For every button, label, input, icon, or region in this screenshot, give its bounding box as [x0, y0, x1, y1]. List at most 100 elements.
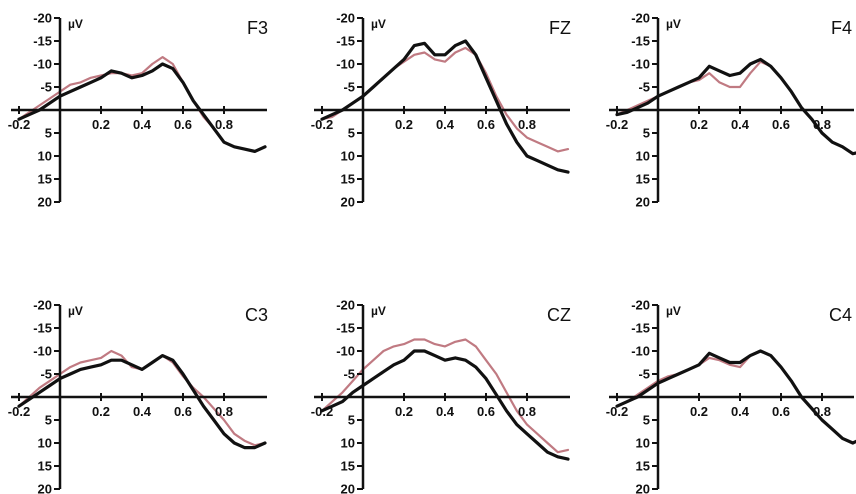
x-tick-label: 0.4 [133, 404, 152, 419]
x-tick-label: 0.4 [133, 117, 152, 132]
x-tick-label: 0.2 [92, 117, 110, 132]
x-tick-label: 0.4 [436, 117, 455, 132]
y-tick-label: 15 [341, 172, 355, 187]
y-tick-label: -20 [336, 11, 355, 26]
x-tick-label: 0.8 [813, 117, 831, 132]
y-tick-label: 5 [643, 126, 650, 141]
y-tick-label: 5 [348, 413, 355, 428]
x-tick-label: 0.8 [215, 117, 233, 132]
x-tick-label: -0.2 [606, 117, 628, 132]
y-tick-label: 20 [38, 482, 52, 494]
x-tick-label: 0.2 [395, 117, 413, 132]
y-tick-label: -15 [33, 34, 52, 49]
y-tick-label: 10 [636, 149, 650, 164]
y-tick-label: 15 [38, 172, 52, 187]
y-tick-label: -10 [336, 344, 355, 359]
x-tick-label: 0.2 [395, 404, 413, 419]
x-tick-label: 0.8 [813, 404, 831, 419]
series-line-black [17, 354, 267, 450]
unit-label: µV [666, 17, 681, 31]
y-tick-label: -15 [336, 321, 355, 336]
unit-label: µV [371, 17, 386, 31]
panel-title: C4 [829, 305, 852, 325]
unit-label: µV [371, 304, 386, 318]
y-tick-label: 15 [38, 459, 52, 474]
y-tick-label: 5 [45, 126, 52, 141]
x-tick-label: 0.8 [518, 117, 536, 132]
y-tick-label: 15 [636, 459, 650, 474]
y-tick-label: -20 [33, 298, 52, 313]
y-tick-label: 5 [643, 413, 650, 428]
x-tick-label: -0.2 [8, 117, 30, 132]
x-tick-label: 0.6 [772, 404, 790, 419]
unit-label: µV [666, 304, 681, 318]
y-tick-label: -5 [638, 367, 650, 382]
y-tick-label: -20 [33, 11, 52, 26]
y-tick-label: 5 [348, 126, 355, 141]
x-tick-label: -0.2 [311, 117, 333, 132]
x-tick-label: 0.2 [92, 404, 110, 419]
y-tick-label: 20 [38, 195, 52, 210]
y-tick-label: 20 [636, 195, 650, 210]
panel-title: F4 [831, 18, 852, 38]
y-tick-label: 15 [341, 459, 355, 474]
panel-title: F3 [247, 18, 268, 38]
panel-title: C3 [245, 305, 268, 325]
y-tick-label: -15 [631, 321, 650, 336]
erp-panel-c4: -20 -15 -10 -5 5 10 15 20 -0.2 0.2 0.4 0.6 0.8 µV C4 [606, 298, 856, 494]
erp-panel-fz: -20 -15 -10 -5 5 10 15 20 -0.2 0.2 0.4 0.6 0.8 µV FZ [311, 11, 571, 210]
y-tick-label: 10 [341, 436, 355, 451]
y-tick-label: 20 [341, 482, 355, 494]
series-line-pink [17, 55, 267, 153]
y-tick-label: -15 [33, 321, 52, 336]
x-tick-label: 0.6 [477, 404, 495, 419]
y-tick-label: -5 [40, 367, 52, 382]
y-tick-label: 20 [341, 195, 355, 210]
x-tick-label: -0.2 [8, 404, 30, 419]
y-tick-label: -10 [631, 57, 650, 72]
x-tick-label: 0.6 [174, 117, 192, 132]
y-tick-label: 10 [38, 436, 52, 451]
y-tick-label: -15 [336, 34, 355, 49]
x-tick-label: 0.4 [731, 117, 750, 132]
x-tick-label: 0.6 [477, 117, 495, 132]
x-tick-label: -0.2 [311, 404, 333, 419]
unit-label: µV [68, 304, 83, 318]
y-tick-label: 10 [38, 149, 52, 164]
erp-panel-f4: -20 -15 -10 -5 5 10 15 20 -0.2 0.2 0.4 0.6 0.8 µV F4 [606, 11, 856, 210]
series-line-black [615, 57, 856, 156]
y-tick-label: -20 [336, 298, 355, 313]
x-tick-label: -0.2 [606, 404, 628, 419]
y-tick-label: 5 [45, 413, 52, 428]
y-tick-label: 15 [636, 172, 650, 187]
erp-panel-cz: -20 -15 -10 -5 5 10 15 20 -0.2 0.2 0.4 0.6 0.8 µV CZ [311, 298, 571, 494]
y-tick-label: 10 [341, 149, 355, 164]
y-tick-label: 20 [636, 482, 650, 494]
panel-title: FZ [549, 18, 571, 38]
panel-title: CZ [547, 305, 571, 325]
y-tick-label: -5 [638, 80, 650, 95]
x-tick-label: 0.8 [518, 404, 536, 419]
y-tick-label: -15 [631, 34, 650, 49]
y-tick-label: -5 [40, 80, 52, 95]
y-tick-label: -5 [343, 367, 355, 382]
y-tick-label: -10 [33, 344, 52, 359]
y-tick-label: -10 [631, 344, 650, 359]
x-tick-label: 0.6 [772, 117, 790, 132]
y-tick-label: -5 [343, 80, 355, 95]
erp-panel-c3: -20 -15 -10 -5 5 10 15 20 -0.2 0.2 0.4 0.6 0.8 µV C3 [8, 298, 268, 494]
x-tick-label: 0.8 [215, 404, 233, 419]
y-tick-label: -10 [33, 57, 52, 72]
x-tick-label: 0.2 [690, 117, 708, 132]
y-tick-label: -20 [631, 11, 650, 26]
x-tick-label: 0.2 [690, 404, 708, 419]
unit-label: µV [68, 17, 83, 31]
y-tick-label: -10 [336, 57, 355, 72]
erp-panel-f3: -20 -15 -10 -5 5 10 15 20 -0.2 0.2 0.4 0.6 0.8 µV F3 [8, 11, 268, 210]
x-tick-label: 0.4 [436, 404, 455, 419]
y-tick-label: -20 [631, 298, 650, 313]
y-tick-label: 10 [636, 436, 650, 451]
x-tick-label: 0.6 [174, 404, 192, 419]
x-tick-label: 0.4 [731, 404, 750, 419]
